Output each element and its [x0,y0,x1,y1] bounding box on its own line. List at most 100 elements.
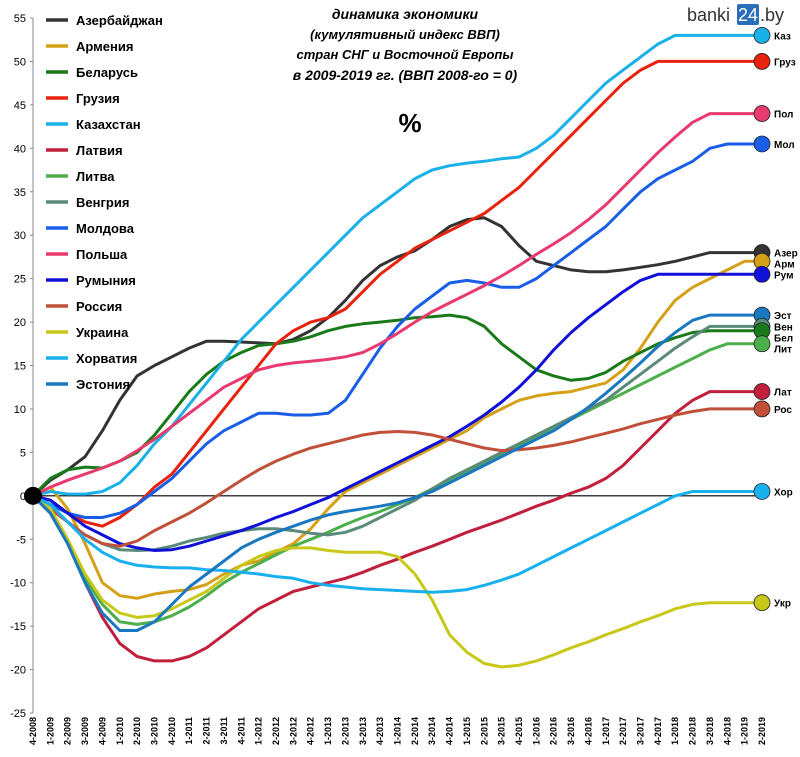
watermark-suffix: .by [760,5,784,25]
x-tick-label: 3-2013 [358,717,368,745]
series-line-14 [31,313,764,632]
legend-label-11: Россия [76,299,122,314]
series-line-11 [31,407,764,548]
x-tick-label: 3-2017 [636,717,646,745]
end-label-4: Каз [774,31,791,42]
end-label-9: Пол [774,110,793,121]
end-marker-4 [753,26,771,44]
end-label-3: Груз [774,57,796,68]
legend-label-12: Украина [76,325,129,340]
x-tick-label: 1-2010 [115,717,125,745]
x-tick-label: 1-2013 [323,717,333,745]
title-line-4: в 2009-2019 гг. (ВВП 2008-го = 0) [293,67,518,83]
end-label-5: Лат [774,388,792,399]
legend-label-5: Латвия [76,143,123,158]
end-marker-12 [753,594,771,612]
x-tick-label: 2-2011 [202,717,212,745]
y-tick-label: 45 [14,100,26,112]
x-tick-label: 4-2010 [167,717,177,745]
legend: Азербайджан Армения Беларусь Грузия Казахста… [46,13,163,392]
end-marker-9 [753,105,771,122]
legend-label-0: Азербайджан [76,13,163,28]
x-tick-label: 4-2014 [445,717,455,745]
end-label-0: Азер [774,249,798,260]
series-line-12 [31,494,764,669]
x-tick-label: 1-2014 [393,717,403,745]
series-line-8 [31,142,764,519]
x-tick-label: 4-2018 [722,717,732,745]
series-line-0 [31,216,764,498]
x-tick-label: 4-2015 [514,717,524,745]
y-tick-label: 15 [14,361,26,373]
end-marker-5 [753,383,771,400]
title-line-3: стран СНГ и Восточной Европы [297,47,514,62]
x-tick-label: 1-2009 [45,717,55,745]
end-label-2: Бел [774,333,793,344]
end-label-13: Хор [774,487,793,498]
end-label-1: Арм [774,260,795,271]
y-tick-label: 10 [14,404,26,416]
y-tick-label: 5 [20,447,26,459]
x-tick-label: 4-2011 [236,717,246,745]
watermark-prefix: banki [687,5,730,25]
legend-label-10: Румыния [76,273,136,288]
watermark-logo: banki 24 .by [687,4,784,25]
end-label-12: Укр [774,599,791,610]
x-tick-label: 3-2014 [427,717,437,745]
title-line-2: (кумулятивный индекс ВВП) [310,27,500,42]
title-line-1: динамика экономики [332,6,479,22]
series-line-10 [31,272,764,552]
series-line-5 [31,390,764,663]
x-tick-label: 3-2009 [80,717,90,745]
x-tick-label: 4-2008 [28,717,38,745]
y-tick-label: 30 [14,230,26,242]
legend-label-3: Грузия [76,91,120,106]
series-line-1 [31,259,764,600]
x-tick-label: 2-2010 [132,717,142,745]
end-marker-13 [753,483,771,500]
x-tick-label: 4-2013 [375,717,385,745]
legend-label-14: Эстония [76,377,130,392]
end-label-7: Вен [774,322,793,333]
legend-label-6: Литва [76,169,115,184]
x-tick-label: 2-2013 [340,717,350,745]
legend-label-1: Армения [76,39,133,54]
x-tick-label: 3-2010 [150,717,160,745]
series-line-13 [31,490,764,594]
unit-label: % [398,108,421,138]
end-marker-3 [753,53,771,70]
end-label-8: Мол [774,140,795,151]
end-label-11: Рос [774,405,792,416]
end-marker-6 [753,335,771,353]
end-marker-8 [753,135,771,153]
watermark-box [737,4,759,25]
x-tick-label: 4-2012 [306,717,316,745]
x-tick-label: 3-2016 [566,717,576,745]
series-line-3 [31,59,764,528]
x-tick-label: 2-2012 [271,717,281,745]
x-tick-label: 2-2019 [757,717,767,745]
series-line-4 [31,33,764,498]
legend-label-13: Хорватия [76,351,137,366]
chart-title: динамика экономики (кумулятивный индекс … [293,6,518,138]
end-label-14: Эст [774,311,792,322]
x-tick-label: 2-2014 [410,717,420,745]
x-tick-label: 2-2018 [688,717,698,745]
series-line-7 [31,324,764,552]
y-tick-label: 20 [14,317,26,329]
y-tick-label: 55 [14,13,26,25]
legend-label-7: Венгрия [76,195,129,210]
series-line-2 [31,313,764,498]
x-tick-label: 4-2009 [97,717,107,745]
watermark-number: 24 [738,5,758,25]
x-tick-label: 1-2019 [740,717,750,745]
x-tick-label: 1-2017 [601,717,611,745]
y-tick-label: -5 [16,534,26,546]
x-tick-label: 4-2016 [583,717,593,745]
y-tick-label: 25 [14,274,26,286]
end-marker-11 [753,400,771,418]
y-tick-label: -15 [10,621,26,633]
x-tick-labels: 4-2008 1-2009 2-2009 3-2009 4-2009 1-2010 2-20… [28,717,767,745]
legend-label-2: Беларусь [76,65,138,80]
legend-label-9: Польша [76,247,128,262]
